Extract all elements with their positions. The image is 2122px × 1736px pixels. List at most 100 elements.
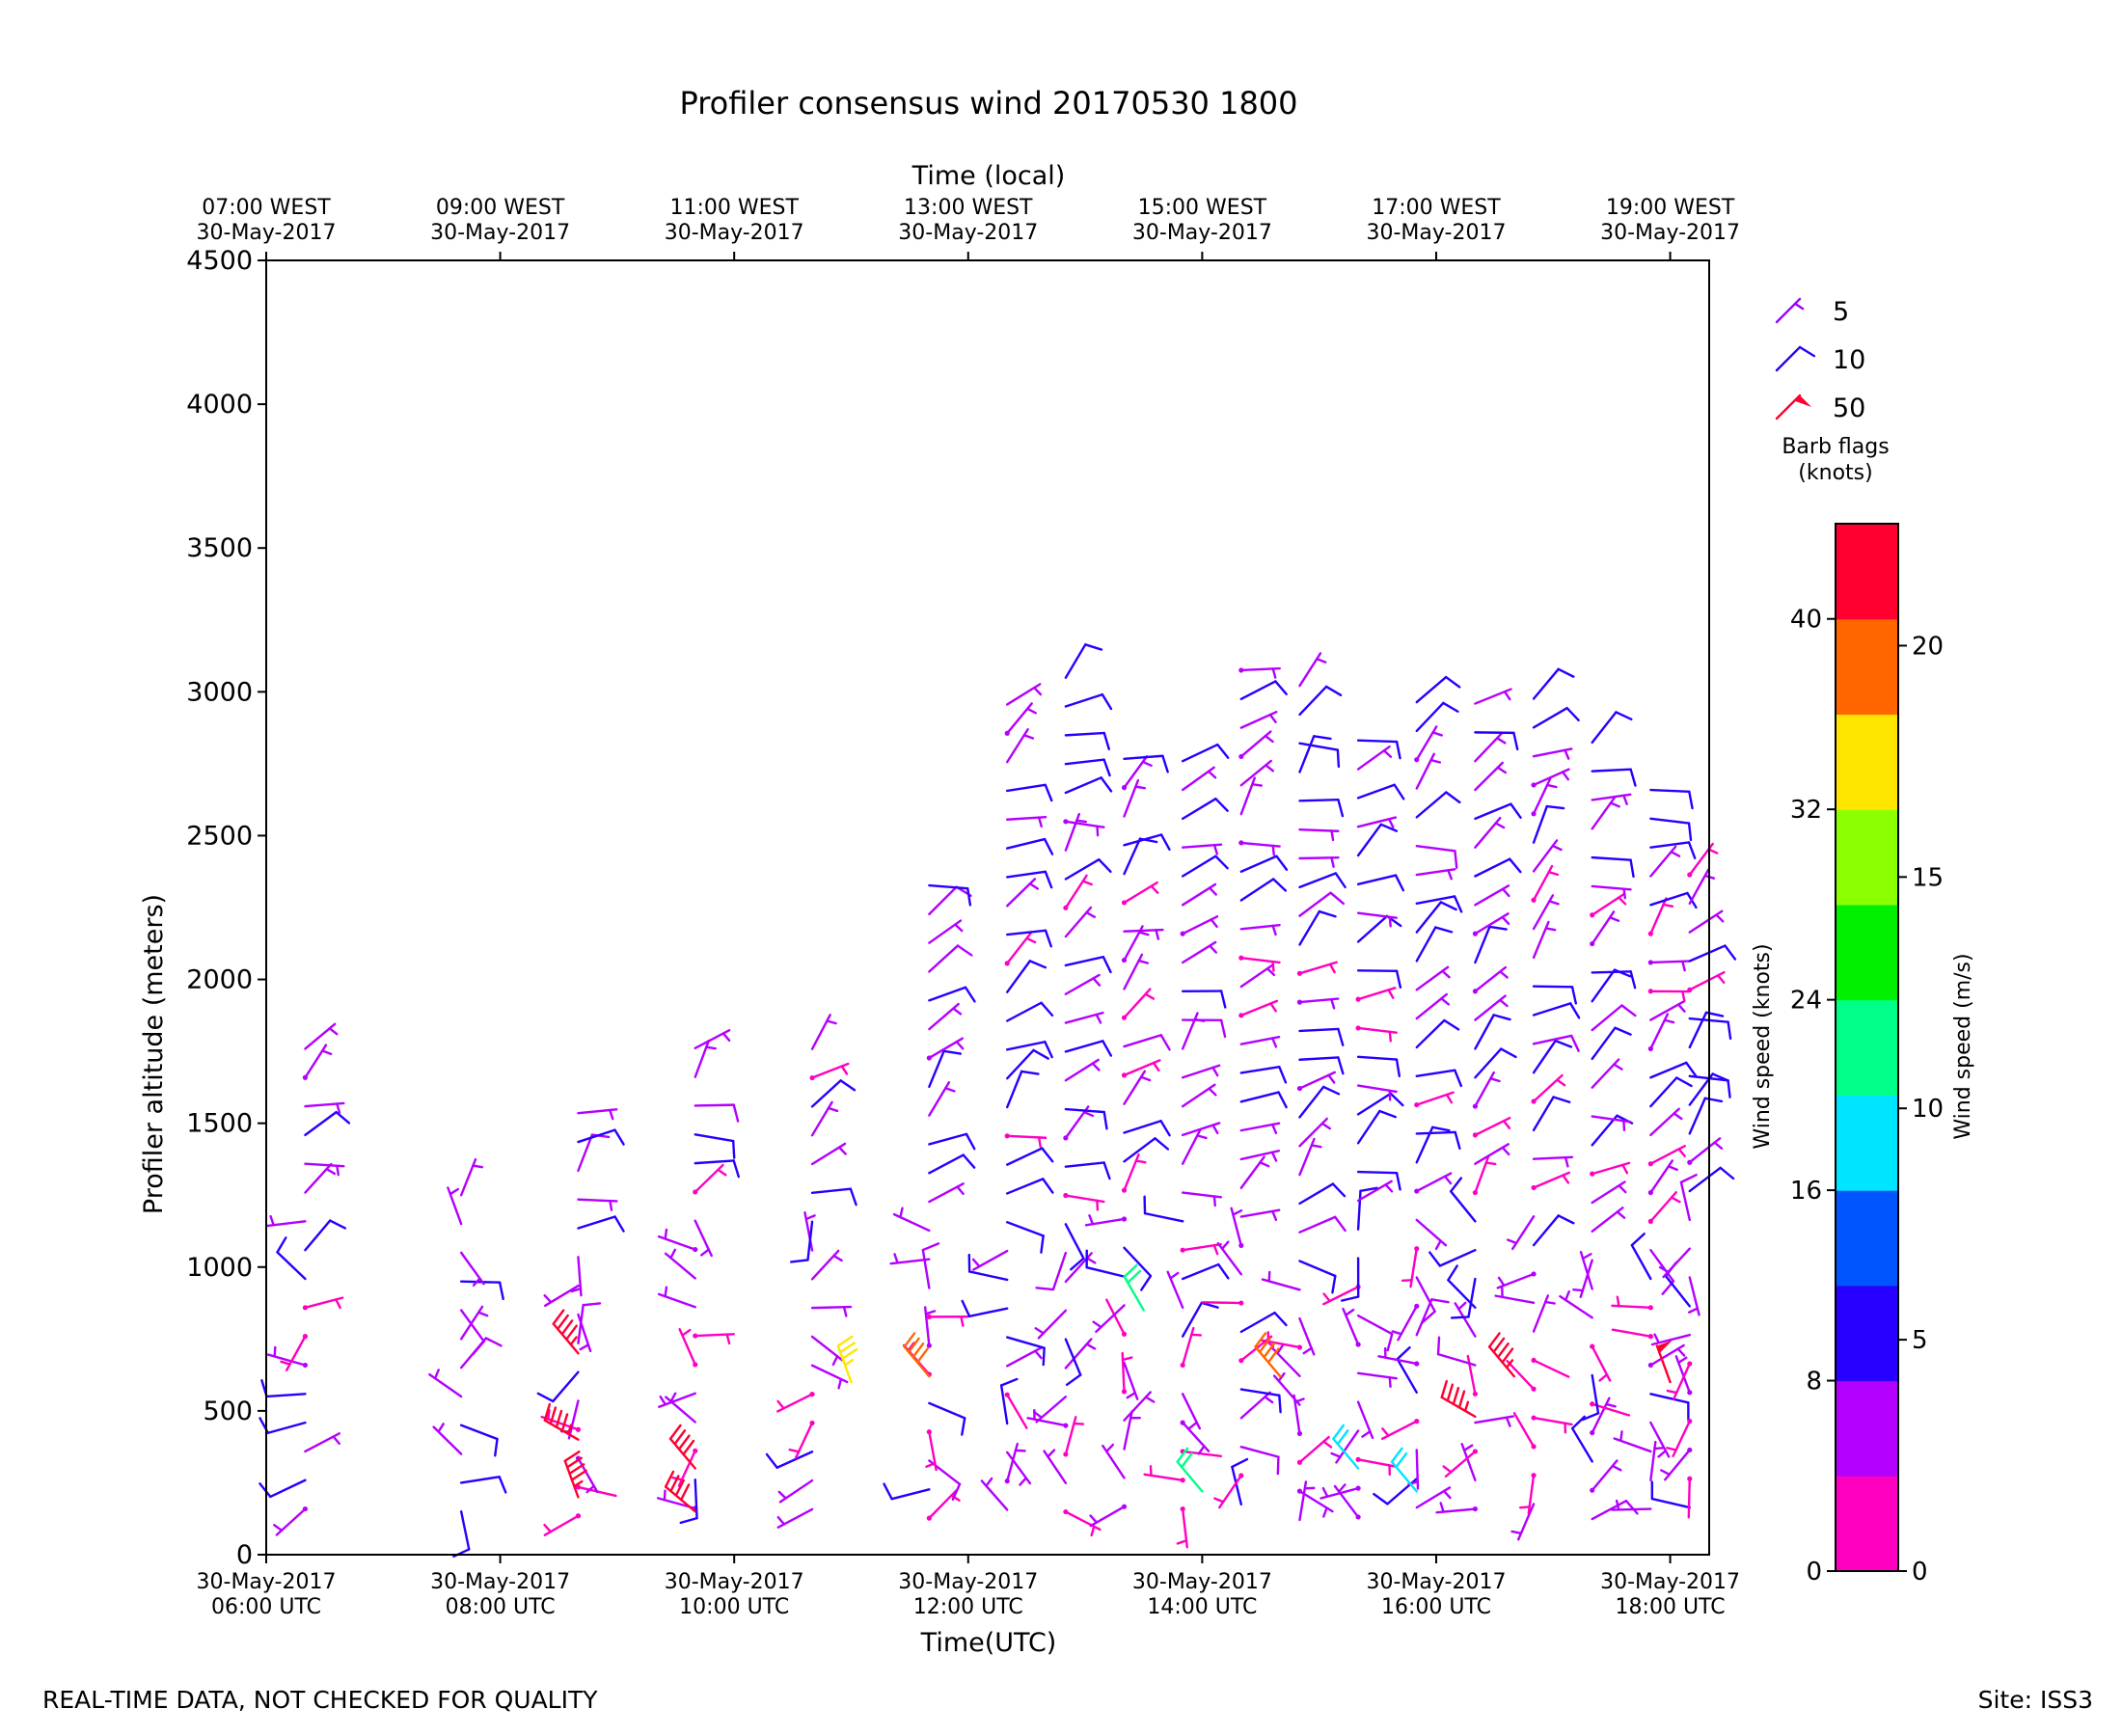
wind-barb	[265, 1214, 307, 1228]
wind-barb	[1238, 955, 1281, 972]
wind-barb	[1415, 1486, 1452, 1509]
wind-barb	[1356, 816, 1398, 829]
x-tick-label-date: 30-May-2017	[197, 1570, 337, 1594]
wind-barb	[1590, 1459, 1622, 1493]
wind-barb	[1181, 766, 1217, 792]
barb-legend: 5 10 50	[1775, 297, 1865, 423]
wind-barb	[694, 1133, 736, 1159]
wind-barb	[921, 1242, 940, 1289]
wind-barb	[678, 1328, 698, 1368]
wind-barb	[1414, 1091, 1455, 1108]
wind-barb	[928, 1459, 962, 1501]
wind-barb	[302, 1044, 333, 1080]
wind-barb-strong	[563, 1450, 587, 1499]
wind-barb	[1180, 1420, 1211, 1455]
wind-barb	[1688, 1011, 1725, 1049]
wind-barb	[1532, 1002, 1581, 1019]
wind-barb	[1581, 1373, 1600, 1422]
wind-barb	[1092, 1304, 1126, 1334]
wind-barb	[1356, 783, 1405, 800]
wind-barb	[577, 1108, 618, 1121]
wind-barb	[1239, 963, 1276, 989]
x-top-tick-label-time: 19:00 WEST	[1606, 196, 1735, 220]
wind-barb	[1415, 895, 1463, 913]
wind-barb	[1415, 868, 1456, 881]
wind-barb	[926, 1314, 969, 1327]
x-top-tick-label-time: 11:00 WEST	[669, 196, 799, 220]
wind-barb	[1296, 997, 1340, 1010]
wind-barb	[1647, 1191, 1681, 1224]
wind-barb	[1063, 874, 1093, 910]
wind-barb	[1415, 791, 1461, 819]
wind-barb-strong	[543, 1402, 580, 1441]
wind-barb	[1123, 1070, 1152, 1105]
wind-barb	[1591, 793, 1632, 805]
wind-barb	[665, 1392, 696, 1424]
wind-barb	[1647, 1144, 1687, 1167]
wind-barb	[1532, 667, 1575, 700]
wind-barb	[928, 1153, 976, 1175]
wind-barb	[1105, 1298, 1128, 1337]
wind-barb	[1230, 1207, 1244, 1249]
x-tick-label-date: 30-May-2017	[1600, 1570, 1740, 1594]
wind-barb	[304, 1110, 351, 1137]
wind-barb	[1181, 882, 1217, 907]
wind-barb	[304, 1162, 345, 1177]
wind-barb	[657, 1286, 696, 1309]
wind-barb	[926, 1037, 965, 1061]
wind-barb	[1532, 985, 1578, 1005]
wind-barb	[1532, 839, 1563, 873]
wind-barb	[1298, 1260, 1337, 1294]
wind-barb	[1063, 1508, 1102, 1537]
wind-barb	[1474, 994, 1509, 1021]
wind-barb	[1064, 1040, 1113, 1057]
wind-barb	[1590, 1161, 1631, 1177]
x-top-tick-label-date: 30-May-2017	[1132, 221, 1272, 245]
wind-barb	[765, 1451, 814, 1469]
wind-barb	[928, 944, 973, 973]
wind-barb	[1064, 906, 1097, 938]
wind-barb	[1298, 685, 1343, 717]
wind-barb	[1064, 1223, 1085, 1271]
wind-barb	[1123, 778, 1147, 818]
wind-barb	[1472, 1154, 1497, 1196]
wind-barb	[693, 1333, 735, 1345]
wind-barb	[1591, 884, 1632, 900]
wind-barb	[1415, 992, 1451, 1020]
wind-barb	[1298, 1137, 1322, 1177]
wind-barb	[1591, 968, 1632, 1003]
y-tick-label: 3000	[186, 677, 253, 707]
colorbar-knots-tick-label: 32	[1790, 796, 1822, 825]
wind-barb	[570, 1256, 583, 1297]
wind-barb	[1238, 840, 1281, 856]
wind-barb	[1611, 1328, 1653, 1340]
wind-barb	[1647, 897, 1674, 936]
wind-barb	[1356, 1084, 1398, 1101]
wind-barb	[1064, 1161, 1111, 1180]
wind-barb	[777, 1478, 814, 1504]
x-tick-label-date: 30-May-2017	[665, 1570, 804, 1594]
wind-barb	[1121, 1153, 1147, 1193]
wind-barb	[1472, 912, 1510, 936]
wind-barb	[577, 1313, 592, 1353]
wind-barb	[1181, 990, 1227, 1009]
wind-barb	[1532, 1096, 1571, 1132]
wind-barb	[1591, 1115, 1632, 1131]
wind-barb	[961, 1299, 1009, 1317]
wind-barb	[1342, 1307, 1361, 1347]
wind-barb	[1123, 1361, 1139, 1400]
x-tick-label-time: 06:00 UTC	[211, 1595, 321, 1619]
wind-barb	[304, 1432, 341, 1453]
colorbar-band	[1836, 618, 1898, 716]
x-tick-label-time: 10:00 UTC	[679, 1595, 789, 1619]
wind-barb	[1006, 870, 1053, 889]
wind-barb	[1591, 1500, 1639, 1521]
wind-barb	[1472, 965, 1509, 994]
wind-barb	[1239, 710, 1278, 729]
wind-barb	[1035, 1251, 1068, 1291]
y-tick-label: 3500	[186, 533, 253, 563]
wind-barb	[1064, 731, 1110, 750]
wind-barb	[1591, 796, 1620, 830]
wind-barb	[1647, 1343, 1686, 1369]
